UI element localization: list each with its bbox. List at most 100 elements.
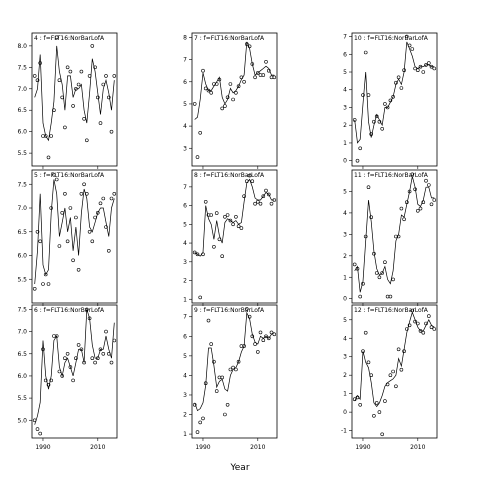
data-point: [214, 389, 219, 393]
y-tick-label: 0: [343, 158, 347, 165]
y-tick-label: 8.0: [17, 43, 27, 50]
data-point: [85, 192, 89, 196]
data-point: [391, 369, 395, 374]
y-tick-label: 7.0: [17, 205, 27, 212]
data-point: [85, 138, 89, 143]
data-point: [57, 369, 62, 374]
data-point: [261, 73, 266, 77]
data-point: [372, 251, 376, 256]
x-tick-label: 1990: [195, 444, 210, 451]
data-point: [38, 239, 43, 244]
data-point: [253, 342, 257, 346]
data-point: [76, 82, 81, 87]
data-point: [107, 249, 111, 253]
data-point: [396, 347, 401, 352]
data-point: [421, 330, 426, 335]
data-point: [245, 307, 249, 311]
x-tick-label: 2010: [90, 444, 105, 451]
x-tick-label: 2010: [410, 444, 425, 451]
smooth-line: [354, 41, 435, 144]
data-point: [198, 295, 202, 300]
data-point: [71, 378, 75, 383]
data-point: [109, 360, 114, 365]
y-tick-label: 3: [183, 259, 187, 266]
data-point: [206, 88, 211, 93]
data-point: [90, 44, 95, 48]
data-point: [217, 77, 222, 82]
data-point: [361, 349, 365, 354]
y-tick-label: 2: [183, 412, 187, 419]
x-tick-label: 1990: [35, 444, 50, 451]
data-point: [369, 373, 374, 378]
y-tick-label: 5.5: [17, 276, 27, 283]
data-point: [192, 250, 197, 255]
panel-frame: [191, 169, 278, 304]
data-point: [418, 64, 423, 69]
data-point: [261, 338, 266, 343]
y-tick-label: 8: [183, 34, 187, 41]
data-point: [418, 206, 423, 211]
strip-label: 8 : f=FLT16:NorBarLofA: [194, 172, 265, 179]
y-tick-label: 4: [343, 210, 347, 217]
data-point: [410, 172, 415, 177]
y-tick-label: 4: [343, 87, 347, 94]
data-point: [415, 209, 420, 213]
data-point: [87, 230, 92, 234]
data-point: [54, 35, 59, 40]
y-tick-label: 6.5: [17, 351, 27, 358]
data-point: [245, 179, 249, 183]
data-point: [231, 365, 235, 370]
panel: 11 : f=FLT16:NorBarLofA 0 1 2 3 4 5: [343, 169, 438, 306]
y-tick-label: 1: [183, 296, 187, 303]
y-tick-label: 5.5: [17, 395, 27, 402]
data-point: [52, 108, 56, 112]
data-point: [264, 188, 268, 193]
data-point: [352, 262, 357, 267]
data-point: [358, 294, 363, 299]
data-point: [32, 74, 37, 78]
data-point: [383, 399, 387, 403]
data-point: [46, 155, 51, 160]
data-point: [424, 178, 428, 183]
smooth-line: [34, 45, 115, 142]
data-point: [209, 213, 213, 217]
data-point: [76, 343, 81, 347]
data-point: [63, 356, 67, 361]
data-point: [195, 155, 200, 159]
y-tick-label: 4: [183, 372, 187, 379]
panel-frame: [191, 32, 278, 167]
data-point: [247, 314, 252, 319]
data-point: [421, 70, 426, 74]
data-point: [385, 382, 390, 387]
data-point: [396, 234, 401, 239]
strip-label: 5 : f=FLT16:NorBarLofA: [34, 172, 105, 179]
data-point: [242, 344, 246, 348]
y-tick-label: 6.5: [17, 229, 27, 236]
data-point: [250, 179, 255, 183]
data-point: [429, 325, 434, 330]
y-tick-label: 6.0: [17, 253, 27, 260]
data-point: [410, 47, 415, 51]
data-point: [54, 177, 59, 182]
data-point: [32, 418, 37, 423]
data-point: [201, 252, 205, 257]
data-point: [82, 182, 86, 187]
data-point: [35, 230, 40, 234]
data-point: [272, 75, 277, 80]
data-point: [391, 95, 395, 99]
y-tick-label: 2: [343, 122, 347, 129]
data-point: [369, 215, 374, 219]
data-point: [68, 365, 73, 369]
y-tick-label: 5: [183, 101, 187, 108]
data-point: [209, 342, 213, 346]
y-tick-label: 7.5: [17, 181, 27, 188]
data-point: [57, 244, 62, 248]
panel: 4 : f=FLT16:NorBarLofA 5.5 6.0 6.5 7.0 7.5 8.0: [17, 32, 118, 169]
smooth-line: [194, 41, 275, 120]
data-point: [234, 91, 238, 95]
panel: 6 : f=FLT16:NorBarLofA 5.0 5.5 6.0 6.5 7.0 7.5…: [17, 304, 118, 451]
data-point: [415, 321, 420, 326]
data-point: [223, 412, 227, 417]
strip-label: 10 : f=FLT16:NorBarLofA: [354, 35, 429, 42]
data-point: [396, 75, 401, 80]
